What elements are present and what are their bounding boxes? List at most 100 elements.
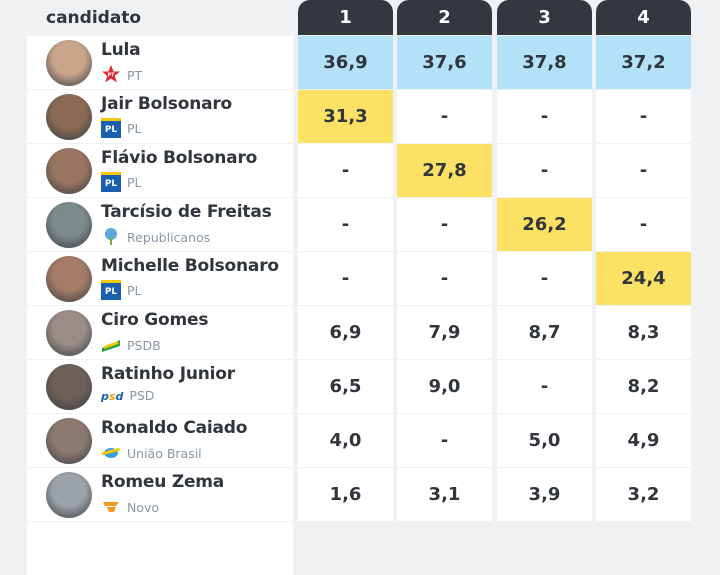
party: PT PT bbox=[101, 64, 142, 87]
party: PL PL bbox=[101, 118, 142, 138]
table-row: Jair Bolsonaro PL PL 31,3- - - bbox=[0, 90, 720, 143]
value-cell-col-2: - bbox=[397, 198, 492, 251]
header-candidate-label: candidato bbox=[46, 8, 142, 28]
table-row: Romeu Zema Novo 1,6 3,1 3,9 3,2 bbox=[0, 468, 720, 521]
table-row: Ciro Gomes PSDB 6,9 7,9 8,7 8,3 bbox=[0, 306, 720, 359]
avatar bbox=[46, 202, 92, 248]
party: psd PSD bbox=[101, 388, 154, 403]
table-row: Lula PT PT 36,9 37,6 37,8 37,2 bbox=[0, 36, 720, 89]
candidate-cell: Flávio Bolsonaro PL PL bbox=[27, 144, 293, 197]
value-cell-col-4: - bbox=[596, 90, 691, 143]
republicanos-logo-icon bbox=[101, 226, 121, 249]
value-cell-col-3: - bbox=[497, 90, 592, 143]
party-name: PSDB bbox=[127, 338, 161, 353]
value-cell-col-4: - bbox=[596, 144, 691, 197]
party-name: PL bbox=[127, 120, 142, 136]
candidate-name: Jair Bolsonaro bbox=[101, 94, 233, 114]
value-cell-col-3: 5,0 bbox=[497, 414, 592, 467]
party-name: União Brasil bbox=[127, 446, 202, 461]
value-cell-col-1: - bbox=[298, 144, 393, 197]
column-header-1: 1 bbox=[298, 0, 393, 35]
value-cell-col-3: 37,8 bbox=[497, 36, 592, 89]
candidate-cell: Ratinho Junior psd PSD bbox=[27, 360, 293, 413]
table-row: Ronaldo Caiado União Brasil 4,0-5,0 4,9 bbox=[0, 414, 720, 467]
party: PSDB bbox=[101, 334, 161, 357]
value-cell-col-1: 1,6 bbox=[298, 468, 393, 521]
table-row: Michelle Bolsonaro PL PL - - -24,4 bbox=[0, 252, 720, 305]
table-row: Tarcísio de Freitas Republicanos - -26,2- bbox=[0, 198, 720, 251]
value-cell-col-2: 7,9 bbox=[397, 306, 492, 359]
value-cell-col-3: 26,2 bbox=[497, 198, 592, 251]
value-cell-col-2: 9,0 bbox=[397, 360, 492, 413]
value-cell-col-4: - bbox=[596, 198, 691, 251]
avatar bbox=[46, 94, 92, 140]
party: Novo bbox=[101, 496, 159, 519]
value-cell-col-1: 4,0 bbox=[298, 414, 393, 467]
candidate-name: Michelle Bolsonaro bbox=[101, 256, 279, 276]
value-cell-col-3: 3,9 bbox=[497, 468, 592, 521]
value-cell-col-2: 27,8 bbox=[397, 144, 492, 197]
avatar bbox=[46, 148, 92, 194]
candidate-cell: Jair Bolsonaro PL PL bbox=[27, 90, 293, 143]
psd-logo-icon: psd bbox=[101, 390, 124, 403]
candidate-cell: Michelle Bolsonaro PL PL bbox=[27, 252, 293, 305]
pl-logo-icon: PL bbox=[101, 172, 121, 192]
candidate-cell: Ciro Gomes PSDB bbox=[27, 306, 293, 359]
value-cell-col-4: 3,2 bbox=[596, 468, 691, 521]
party: PL PL bbox=[101, 280, 142, 300]
value-cell-col-3: - bbox=[497, 360, 592, 413]
party: PL PL bbox=[101, 172, 142, 192]
value-cell-col-4: 8,3 bbox=[596, 306, 691, 359]
candidate-name: Ronaldo Caiado bbox=[101, 418, 248, 438]
column-header-2: 2 bbox=[397, 0, 492, 35]
candidate-cell: Romeu Zema Novo bbox=[27, 468, 293, 521]
avatar bbox=[46, 472, 92, 518]
value-cell-col-4: 4,9 bbox=[596, 414, 691, 467]
value-cell-col-2: - bbox=[397, 90, 492, 143]
value-cell-col-2: 3,1 bbox=[397, 468, 492, 521]
candidate-cell: Tarcísio de Freitas Republicanos bbox=[27, 198, 293, 251]
value-cell-col-2: 37,6 bbox=[397, 36, 492, 89]
candidate-cell: Ronaldo Caiado União Brasil bbox=[27, 414, 293, 467]
column-header-3: 3 bbox=[497, 0, 592, 35]
table-row: Ratinho Junior psd PSD 6,5 9,0-8,2 bbox=[0, 360, 720, 413]
pl-logo-icon: PL bbox=[101, 118, 121, 138]
value-cell-col-1: - bbox=[298, 252, 393, 305]
candidate-cell: Lula PT PT bbox=[27, 36, 293, 89]
pl-logo-icon: PL bbox=[101, 280, 121, 300]
avatar bbox=[46, 40, 92, 86]
value-cell-col-1: - bbox=[298, 198, 393, 251]
value-cell-col-4: 37,2 bbox=[596, 36, 691, 89]
party-name: PL bbox=[127, 282, 142, 298]
uniao-logo-icon bbox=[101, 442, 121, 465]
avatar bbox=[46, 418, 92, 464]
table-row: Flávio Bolsonaro PL PL -27,8- - bbox=[0, 144, 720, 197]
value-cell-col-3: 8,7 bbox=[497, 306, 592, 359]
value-cell-col-3: - bbox=[497, 252, 592, 305]
value-cell-col-4: 8,2 bbox=[596, 360, 691, 413]
value-cell-col-1: 6,9 bbox=[298, 306, 393, 359]
avatar bbox=[46, 310, 92, 356]
party-name: Republicanos bbox=[127, 230, 211, 245]
party: União Brasil bbox=[101, 442, 202, 465]
column-header-4: 4 bbox=[596, 0, 691, 35]
party-name: PT bbox=[127, 68, 143, 83]
pt-star-logo-icon: PT bbox=[101, 64, 121, 87]
psdb-logo-icon bbox=[101, 334, 121, 357]
value-cell-col-3: - bbox=[497, 144, 592, 197]
value-cell-col-4: 24,4 bbox=[596, 252, 691, 305]
value-cell-col-1: 36,9 bbox=[298, 36, 393, 89]
value-cell-col-2: - bbox=[397, 414, 492, 467]
party-name: PL bbox=[127, 174, 142, 190]
candidate-name: Romeu Zema bbox=[101, 472, 225, 492]
candidate-name: Flávio Bolsonaro bbox=[101, 148, 258, 168]
candidate-name: Ciro Gomes bbox=[101, 310, 209, 330]
party-name: PSD bbox=[129, 388, 155, 403]
avatar bbox=[46, 364, 92, 410]
value-cell-col-1: 6,5 bbox=[298, 360, 393, 413]
candidate-name: Ratinho Junior bbox=[101, 364, 235, 384]
candidate-name: Tarcísio de Freitas bbox=[101, 202, 272, 222]
candidate-name: Lula bbox=[101, 40, 141, 60]
value-cell-col-2: - bbox=[397, 252, 492, 305]
avatar bbox=[46, 256, 92, 302]
